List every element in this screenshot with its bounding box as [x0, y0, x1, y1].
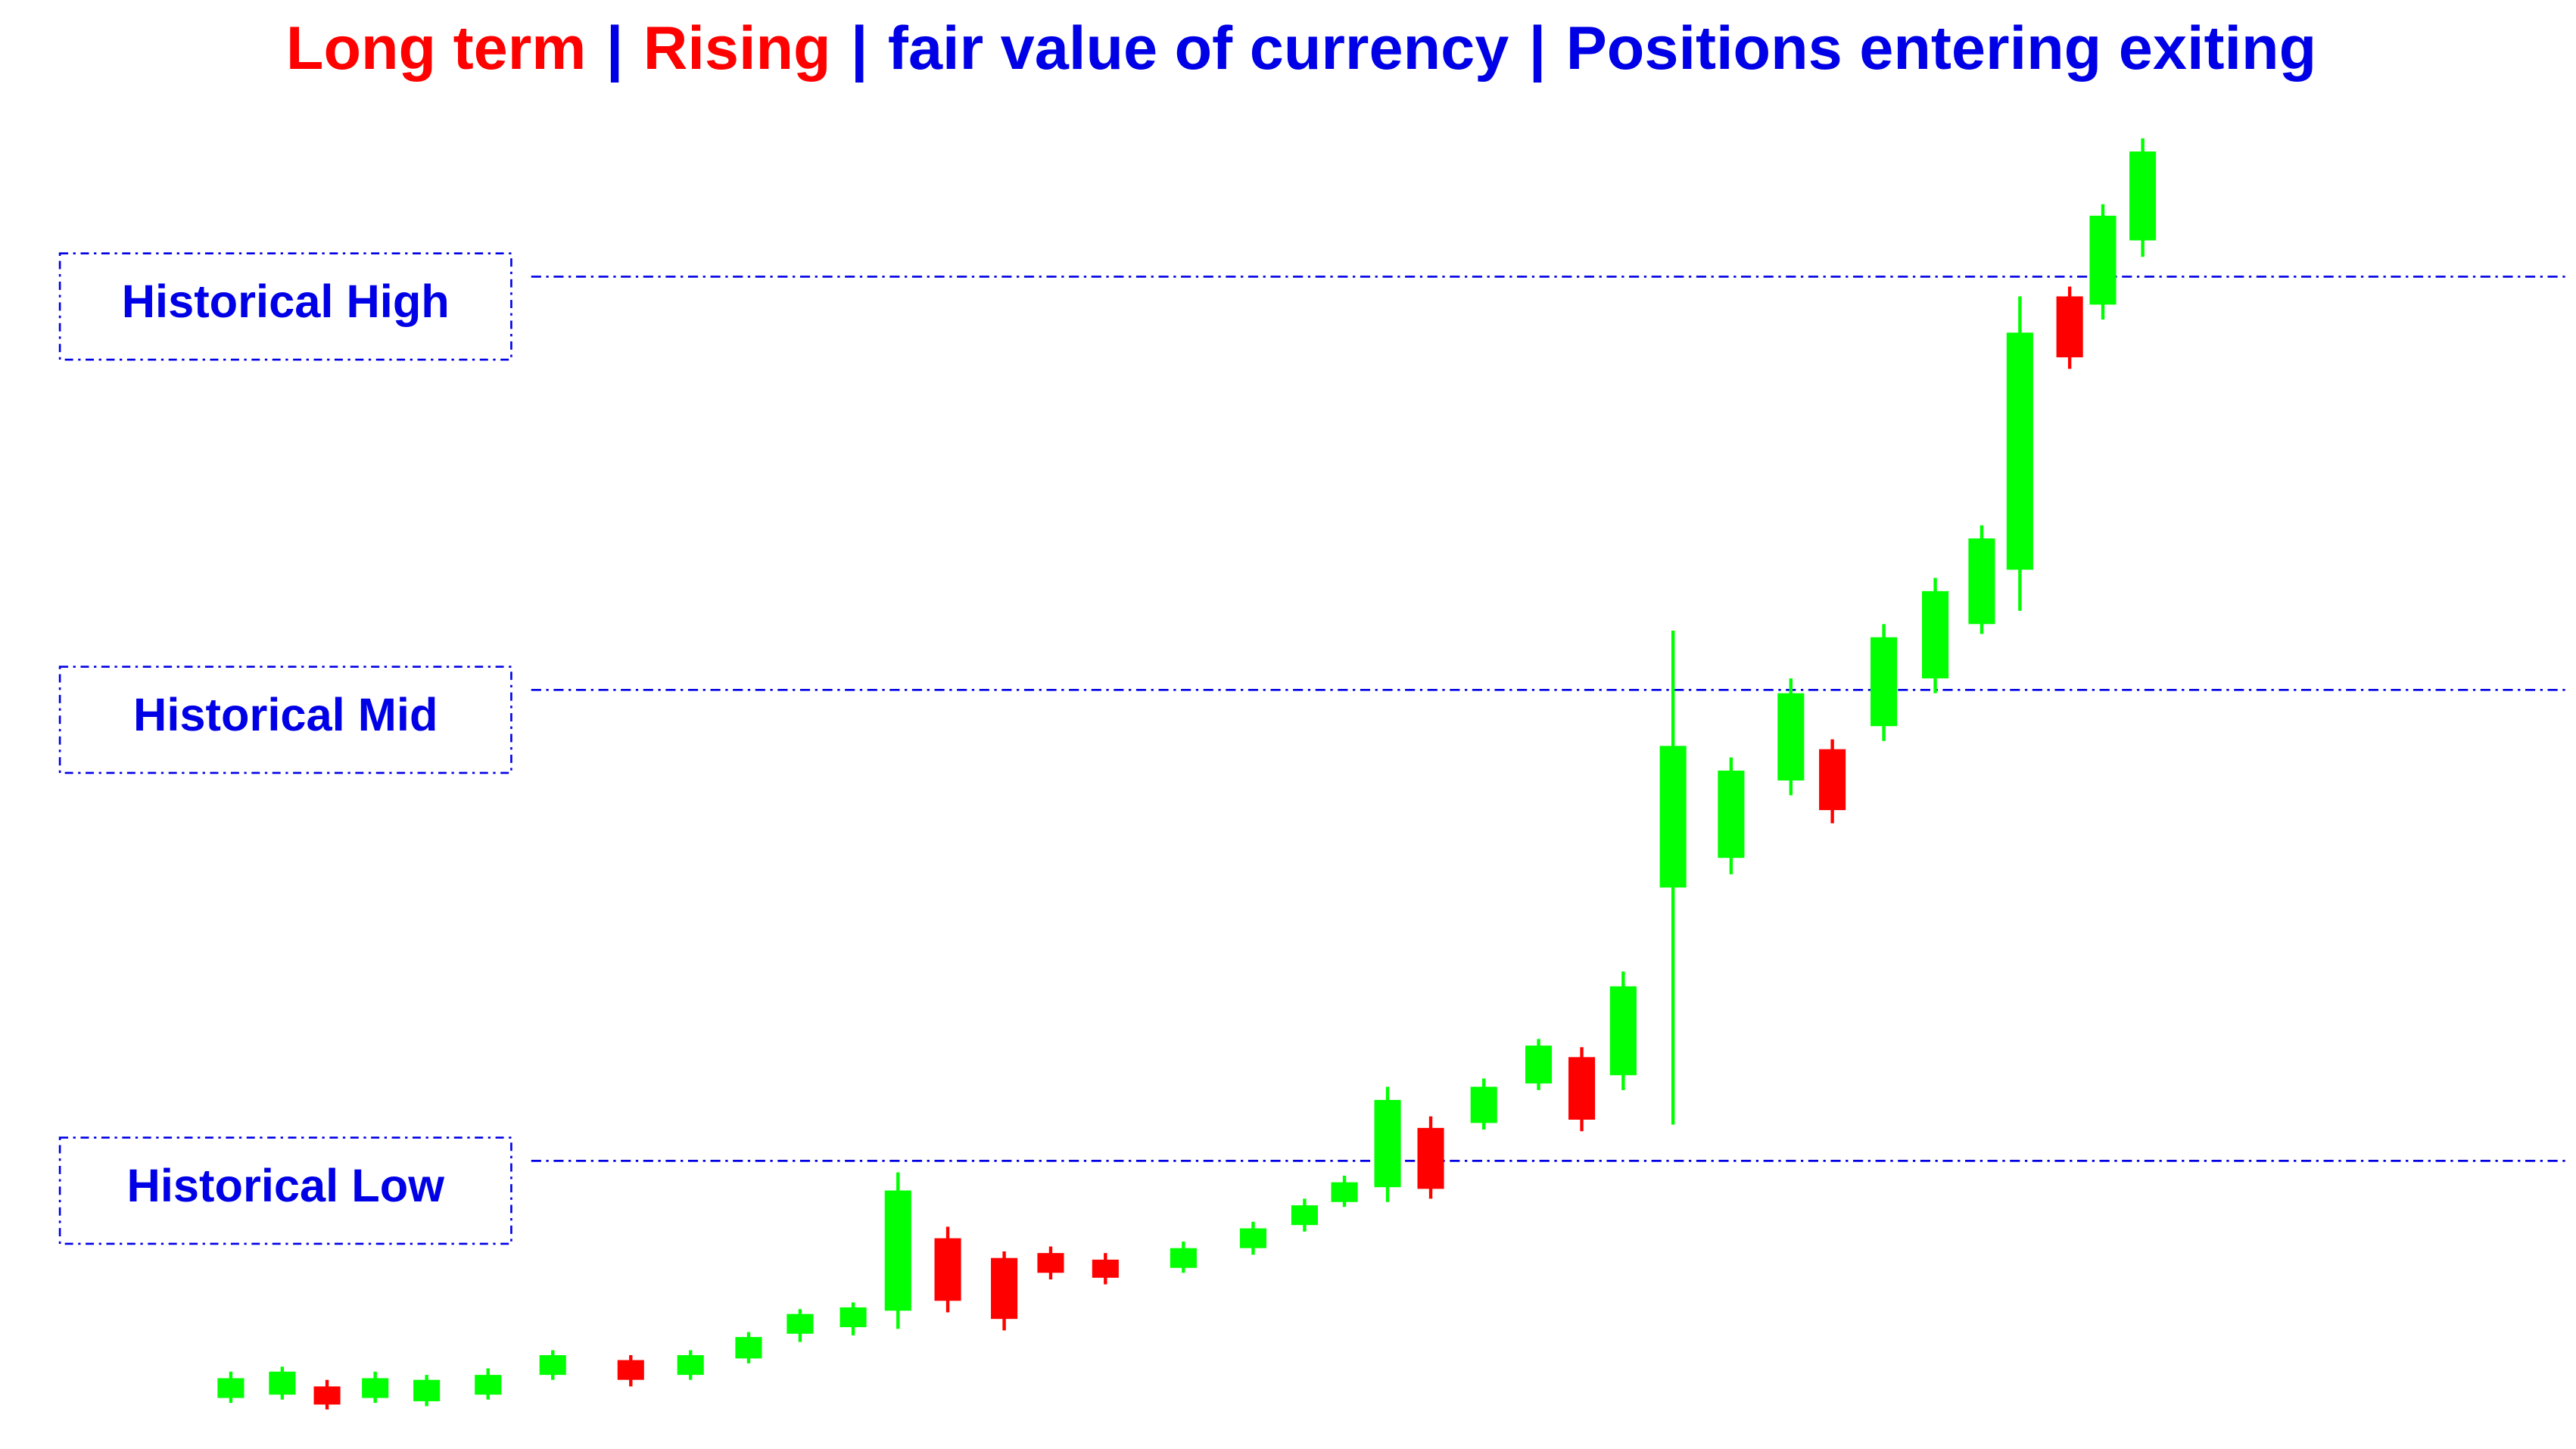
candle-body — [677, 1355, 704, 1376]
candle-body — [1331, 1182, 1358, 1202]
candle-body — [2056, 296, 2083, 357]
candle-body — [787, 1313, 814, 1334]
title-part: Positions entering exiting — [1566, 15, 2316, 83]
candle-body — [539, 1355, 566, 1376]
level-box — [58, 665, 512, 774]
level-label: Historical High — [122, 276, 450, 328]
candle-body — [2129, 151, 2157, 241]
candle-body — [1291, 1205, 1318, 1226]
candle-body — [313, 1386, 341, 1405]
candle-body — [839, 1307, 867, 1328]
candle-body — [884, 1190, 911, 1311]
candle-body — [1568, 1057, 1596, 1120]
level-box — [58, 252, 512, 361]
candle-body — [1037, 1253, 1064, 1273]
title-part: Rising — [643, 15, 831, 83]
title-part: Long term — [286, 15, 587, 83]
candle-body — [1374, 1099, 1401, 1188]
candle-body — [475, 1375, 502, 1395]
title-part: | — [851, 15, 868, 84]
candle-body — [1968, 538, 1995, 625]
chart-title: Long term | Rising | fair value of currency |… — [286, 15, 2316, 84]
candle-body — [1777, 693, 1805, 781]
candle-body — [1092, 1259, 1119, 1278]
candle-body — [735, 1337, 762, 1359]
candle-body — [991, 1257, 1018, 1320]
candle-body — [1718, 770, 1745, 858]
candle-body — [269, 1371, 296, 1395]
candle-body — [2006, 332, 2033, 570]
candle-body — [362, 1378, 389, 1398]
level-box — [58, 1136, 512, 1245]
candle-body — [1870, 637, 1898, 727]
candle-body — [1609, 986, 1637, 1076]
candle-body — [617, 1360, 644, 1380]
candle-body — [1417, 1127, 1444, 1189]
candle-body — [1922, 591, 1949, 679]
level-label: Historical Low — [127, 1160, 445, 1212]
title-part: | — [606, 15, 624, 84]
candle-body — [934, 1238, 961, 1301]
candle-body — [1525, 1045, 1553, 1084]
candle-body — [2089, 215, 2117, 305]
level-label: Historical Mid — [133, 689, 438, 741]
candle-body — [1170, 1248, 1197, 1268]
candle-body — [1819, 749, 1846, 811]
title-part: fair value of currency — [888, 15, 1509, 83]
candle-body — [1470, 1086, 1497, 1123]
candle-body — [413, 1379, 441, 1401]
candle-body — [217, 1378, 245, 1398]
title-part: | — [1529, 15, 1547, 84]
candle-body — [1239, 1228, 1266, 1248]
candle-body — [1659, 746, 1687, 888]
